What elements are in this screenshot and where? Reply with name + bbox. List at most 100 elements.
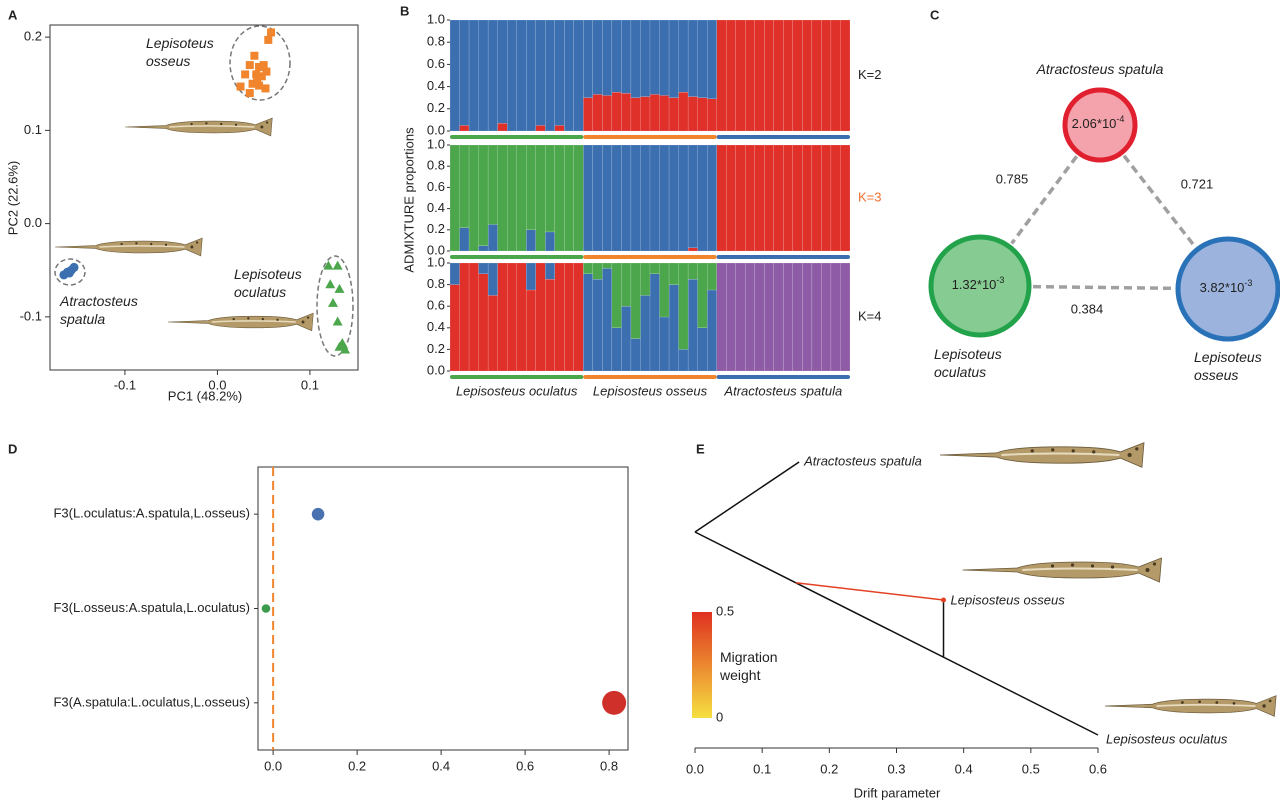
- fish-illustration: [168, 312, 314, 332]
- bar-segment: [783, 19, 794, 132]
- bar-segment: [706, 144, 717, 252]
- bar-segment: [726, 144, 736, 252]
- migration-edge: [795, 582, 944, 601]
- tip-label: Atractosteus spatula: [803, 453, 922, 468]
- bar-segment: [745, 19, 755, 132]
- bar-segment: [773, 19, 784, 132]
- bar-segment: [630, 19, 641, 98]
- point: [332, 260, 343, 270]
- x-tick-label: 0.5: [1022, 761, 1040, 776]
- bar-segment: [678, 144, 689, 252]
- panel-label: E: [696, 441, 705, 456]
- bar-segment: [640, 295, 651, 372]
- bar-segment: [611, 19, 622, 93]
- branch: [694, 531, 1099, 736]
- bar-segment: [526, 229, 536, 252]
- category-label: F3(L.osseus:A.spatula,L.oculatus): [53, 600, 250, 615]
- bar-segment: [668, 144, 679, 252]
- bar-segment: [630, 144, 641, 252]
- bar-segment: [535, 125, 546, 132]
- x-tick-label: 0.2: [820, 761, 838, 776]
- bar-segment: [611, 262, 622, 328]
- panel-label: A: [8, 7, 18, 22]
- bar-segment: [497, 123, 508, 132]
- cluster-outline: [316, 255, 354, 357]
- bar-segment: [545, 262, 555, 280]
- bar-segment: [802, 19, 813, 132]
- bar-segment: [783, 144, 794, 252]
- node-name: Lepisoteus oculatus: [934, 346, 1002, 380]
- colorbar-tick-label: 0: [716, 709, 723, 724]
- bar-segment: [821, 19, 832, 132]
- bar-segment: [526, 289, 536, 372]
- point: [328, 297, 339, 307]
- panel-label: D: [8, 441, 17, 456]
- bar-segment: [716, 144, 727, 252]
- k-label: K=4: [858, 308, 882, 323]
- bar-segment: [516, 262, 527, 372]
- bar-segment: [706, 262, 717, 291]
- bar-segment: [697, 262, 708, 328]
- bar-segment: [659, 144, 670, 252]
- y-axis-label: ADMIXTURE proportions: [401, 127, 416, 273]
- bar-segment: [526, 19, 536, 132]
- y-tick-label: 0.0: [427, 362, 445, 377]
- y-tick-label: 0.8: [427, 276, 445, 291]
- bar-segment: [668, 262, 679, 285]
- x-tick-label: 0.4: [955, 761, 973, 776]
- plot-frame: [49, 24, 359, 371]
- node-value-exponent: -3: [996, 275, 1004, 285]
- bar-segment: [583, 97, 594, 132]
- edge: [1010, 155, 1079, 245]
- bar-segment: [506, 262, 517, 372]
- point: [255, 62, 264, 71]
- fish-illustration: [940, 441, 1145, 469]
- point: [253, 75, 262, 84]
- bar-segment: [792, 144, 803, 252]
- bar-segment: [573, 262, 584, 372]
- bar-segment: [678, 19, 689, 93]
- bar-segment: [811, 144, 822, 252]
- y-tick-label: 0.0: [24, 215, 42, 230]
- bar-segment: [687, 96, 698, 132]
- point: [325, 279, 336, 289]
- group-label: Lepisosteus osseus: [593, 383, 708, 398]
- bar-segment: [459, 125, 470, 132]
- bar-segment: [621, 19, 632, 94]
- fish-illustration: [961, 556, 1163, 584]
- bar-segment: [754, 144, 765, 252]
- bar-segment: [792, 262, 803, 372]
- bar-segment: [506, 144, 517, 252]
- y-tick-label: 0.0: [427, 242, 445, 257]
- bar-segment: [497, 19, 508, 124]
- edge: [1122, 154, 1197, 248]
- bar-segment: [602, 268, 613, 372]
- bar-segment: [526, 262, 536, 291]
- bar-segment: [535, 144, 546, 252]
- point: [340, 344, 351, 354]
- y-tick-label: 0.1: [24, 122, 42, 137]
- bar-segment: [487, 19, 498, 132]
- branch: [694, 461, 800, 533]
- bar-segment: [802, 144, 813, 252]
- node: [928, 234, 1032, 338]
- point: [332, 316, 343, 326]
- bar-segment: [678, 262, 689, 350]
- bar-segment: [687, 247, 698, 252]
- y-tick-label: 0.8: [427, 34, 445, 49]
- bar-segment: [764, 144, 774, 252]
- bar-segment: [821, 144, 832, 252]
- bar-segment: [459, 144, 470, 228]
- bar-segment: [811, 19, 822, 132]
- x-tick-label: 0.1: [301, 377, 319, 392]
- bar-segment: [459, 227, 470, 252]
- y-tick-label: -0.1: [20, 308, 42, 323]
- series-label: Lepisoteus oculatus: [234, 266, 302, 300]
- node-name: Lepisoteus osseus: [1194, 349, 1262, 383]
- point: [311, 507, 325, 521]
- bar-segment: [611, 144, 622, 252]
- x-tick-label: 0.0: [686, 761, 704, 776]
- bar-segment: [545, 144, 555, 233]
- bar-segment: [478, 245, 489, 252]
- node: [1175, 236, 1280, 342]
